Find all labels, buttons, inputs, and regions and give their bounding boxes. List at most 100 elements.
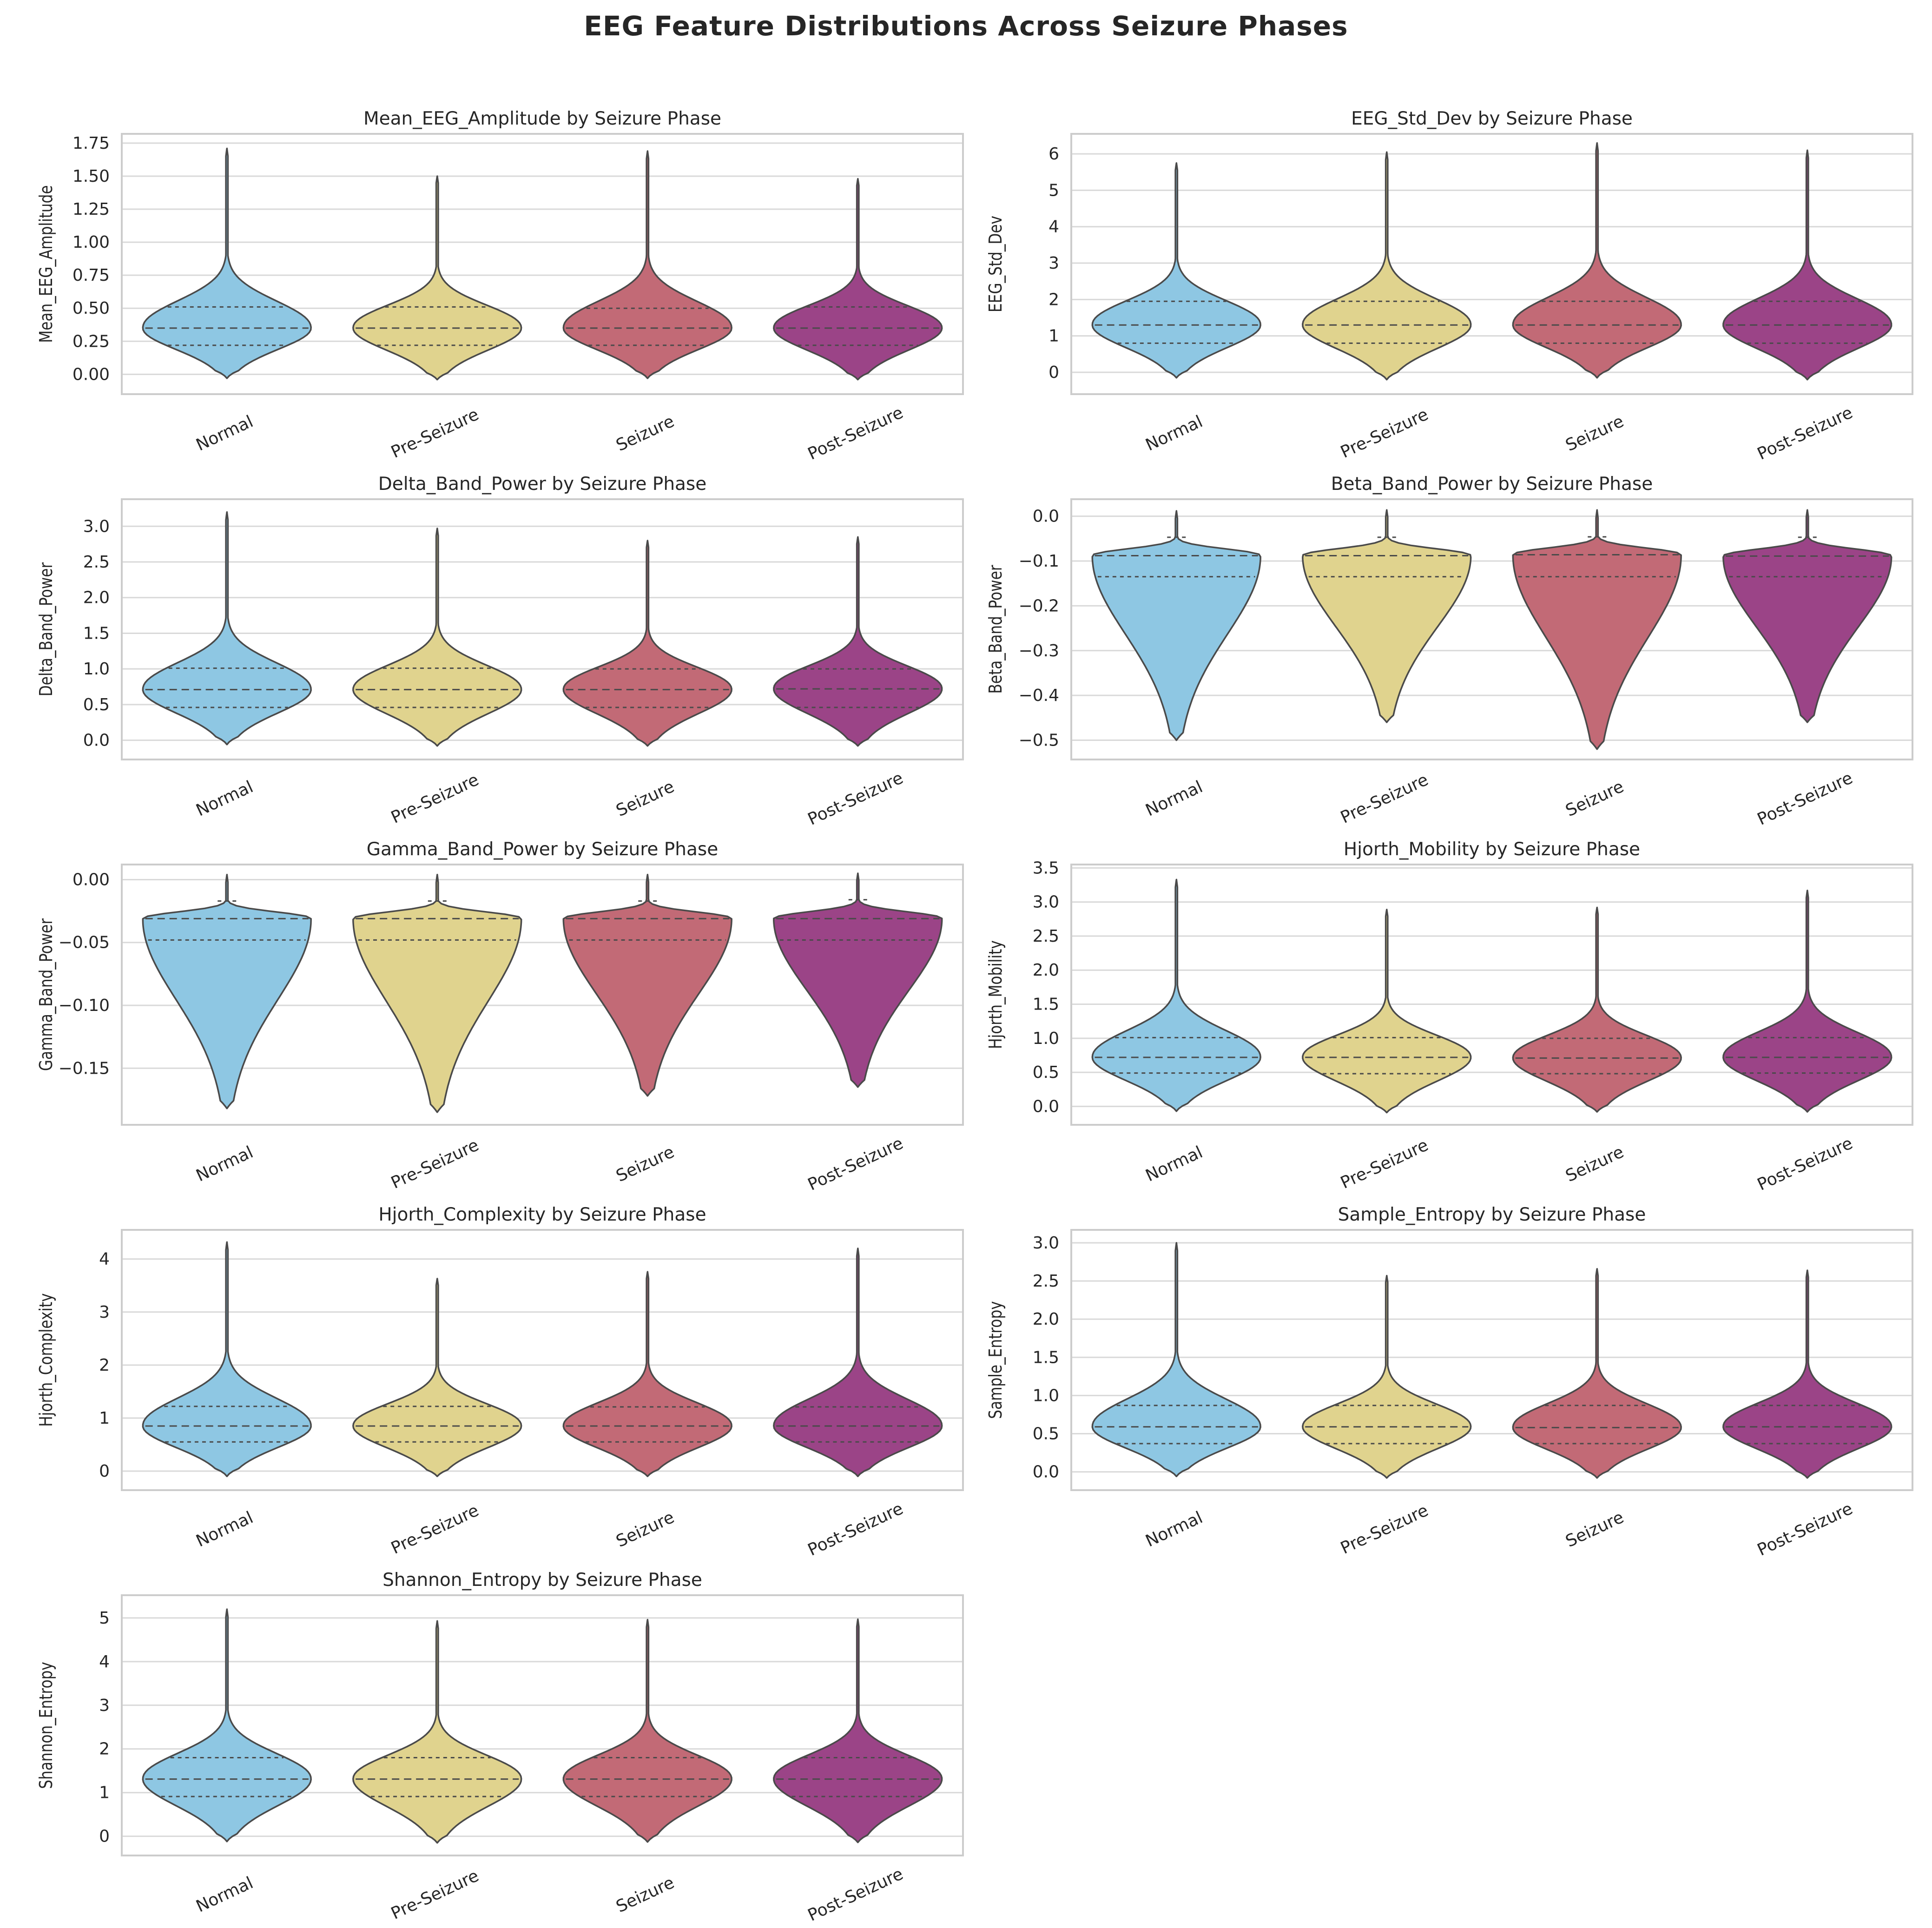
y-tick-label: −0.15 [59, 1059, 110, 1078]
y-tick-label: 1.00 [73, 233, 110, 252]
panel-title: Sample_Entropy by Seizure Phase [1338, 1204, 1646, 1225]
violin-panel-4: Beta_Band_Power by Seizure Phase 0.0 −0.1 −… [986, 474, 1913, 829]
violin-body-normal [142, 147, 312, 379]
x-tick-label: Normal [1143, 412, 1206, 455]
x-tick-label: Pre-Seizure [388, 405, 481, 462]
axes-frame [121, 1229, 964, 1491]
x-tick-label: Seizure [613, 1873, 678, 1916]
x-tick-label: Seizure [1563, 777, 1627, 820]
y-tick-label: 1.0 [83, 660, 110, 679]
violin-body-seizure [562, 1618, 732, 1843]
y-tick-label: −0.05 [59, 933, 110, 952]
x-tick-label: Pre-Seizure [1338, 770, 1431, 827]
y-tick-label: 0 [99, 1462, 110, 1481]
x-tick-label: Seizure [1563, 1508, 1627, 1551]
y-tick-label: 3.0 [1033, 893, 1059, 912]
y-tick-label: −0.5 [1019, 731, 1059, 750]
violin-body-normal [142, 1608, 312, 1842]
violin-body-seizure [1512, 1268, 1682, 1479]
violin-panel-3: Delta_Band_Power by Seizure Phase 0.0 0.5 1… [36, 474, 964, 829]
violin-body-normal [142, 511, 312, 746]
x-tick-label: Seizure [613, 777, 678, 820]
y-tick-label: 1.5 [1033, 995, 1059, 1014]
y-tick-label: 0.50 [73, 299, 110, 318]
violin-panel-8: Sample_Entropy by Seizure Phase 0.0 0.5 1.0… [986, 1204, 1913, 1560]
violin-body-seizure [562, 1271, 732, 1478]
y-tick-label: 0.00 [73, 365, 110, 384]
violin-body-post-seizure [773, 178, 943, 381]
y-tick-label: 3.5 [1033, 858, 1059, 878]
x-tick-label: Pre-Seizure [1338, 1136, 1431, 1193]
y-tick-label: 4 [99, 1652, 110, 1671]
x-tick-label: Post-Seizure [1754, 1499, 1856, 1560]
violin-body-pre-seizure [352, 873, 522, 1113]
y-tick-label: 6 [1048, 145, 1059, 164]
violin-body-normal [1091, 878, 1261, 1112]
axes-frame [121, 864, 964, 1126]
violin-body-seizure [562, 150, 732, 379]
y-tick-label: −0.10 [59, 996, 110, 1015]
violin-body-pre-seizure [1302, 909, 1472, 1114]
violin-body-post-seizure [1722, 149, 1892, 381]
violin-body-pre-seizure [352, 1278, 522, 1478]
violin-body-post-seizure [1722, 889, 1892, 1113]
violin-body-post-seizure [773, 536, 943, 747]
y-tick-label: 2 [1048, 290, 1059, 309]
violin-body-seizure [1512, 509, 1682, 750]
y-tick-label: 1.25 [73, 200, 110, 219]
x-tick-label: Post-Seizure [1754, 1134, 1856, 1195]
y-tick-label: 5 [1048, 181, 1059, 200]
violin-panel-7: Hjorth_Complexity by Seizure Phase 0 1 2 3 4 H… [36, 1204, 964, 1560]
violin-body-post-seizure [773, 1618, 943, 1843]
x-tick-label: Pre-Seizure [388, 1866, 481, 1923]
y-axis-label: Gamma_Band_Power [36, 918, 57, 1071]
y-tick-label: −0.3 [1019, 641, 1059, 660]
x-tick-label: Normal [1143, 1142, 1206, 1185]
violin-body-normal [1091, 510, 1261, 741]
violin-body-seizure [562, 873, 732, 1097]
y-tick-label: 3.0 [1033, 1234, 1059, 1253]
y-tick-label: −0.1 [1019, 552, 1059, 571]
y-tick-label: 1 [99, 1409, 110, 1428]
violin-body-post-seizure [773, 872, 943, 1088]
x-tick-label: Normal [1143, 777, 1206, 820]
y-tick-label: 2 [99, 1356, 110, 1375]
violin-body-pre-seizure [1302, 151, 1472, 381]
violin-body-normal [1091, 1242, 1261, 1478]
y-tick-label: 3 [1048, 254, 1059, 273]
x-tick-label: Pre-Seizure [388, 770, 481, 827]
y-tick-label: −0.4 [1019, 686, 1059, 705]
axes-frame [1070, 1229, 1913, 1491]
x-tick-label: Normal [193, 412, 256, 455]
panel-title: EEG_Std_Dev by Seizure Phase [1351, 108, 1633, 129]
y-tick-label: 0.5 [1033, 1424, 1059, 1443]
y-tick-label: 0.0 [1033, 1097, 1059, 1116]
panel-title: Beta_Band_Power by Seizure Phase [1331, 474, 1653, 495]
panel-title: Gamma_Band_Power by Seizure Phase [367, 839, 718, 860]
violin-panel-9: Shannon_Entropy by Seizure Phase 0 1 2 3 4 5 Sh… [36, 1570, 964, 1925]
y-tick-label: 1.5 [83, 624, 110, 643]
y-tick-label: 5 [99, 1609, 110, 1628]
x-tick-label: Seizure [1563, 1142, 1627, 1186]
x-tick-label: Pre-Seizure [388, 1501, 481, 1558]
y-axis-label: Mean_EEG_Amplitude [36, 185, 57, 343]
y-axis-label: Hjorth_Complexity [36, 1293, 57, 1426]
y-tick-label: 1 [99, 1783, 110, 1803]
y-tick-label: 3 [99, 1696, 110, 1715]
violin-body-pre-seizure [1302, 509, 1472, 723]
y-axis-label: Shannon_Entropy [36, 1662, 57, 1789]
violin-body-pre-seizure [352, 1620, 522, 1844]
violin-body-post-seizure [773, 1248, 943, 1478]
y-tick-label: 1.75 [73, 134, 110, 153]
y-tick-label: 2.0 [1033, 1310, 1059, 1329]
y-tick-label: 0.5 [83, 695, 110, 714]
y-tick-label: 0.25 [73, 332, 110, 351]
axes-frame [121, 133, 964, 395]
violin-body-post-seizure [1722, 509, 1892, 723]
violin-panel-1: Mean_EEG_Amplitude by Seizure Phase 0.00 0… [36, 108, 964, 464]
y-tick-label: 1.50 [73, 167, 110, 186]
y-tick-label: 2 [99, 1740, 110, 1759]
x-tick-label: Post-Seizure [805, 1134, 906, 1195]
violin-body-pre-seizure [352, 528, 522, 747]
axes-frame [1070, 133, 1913, 395]
